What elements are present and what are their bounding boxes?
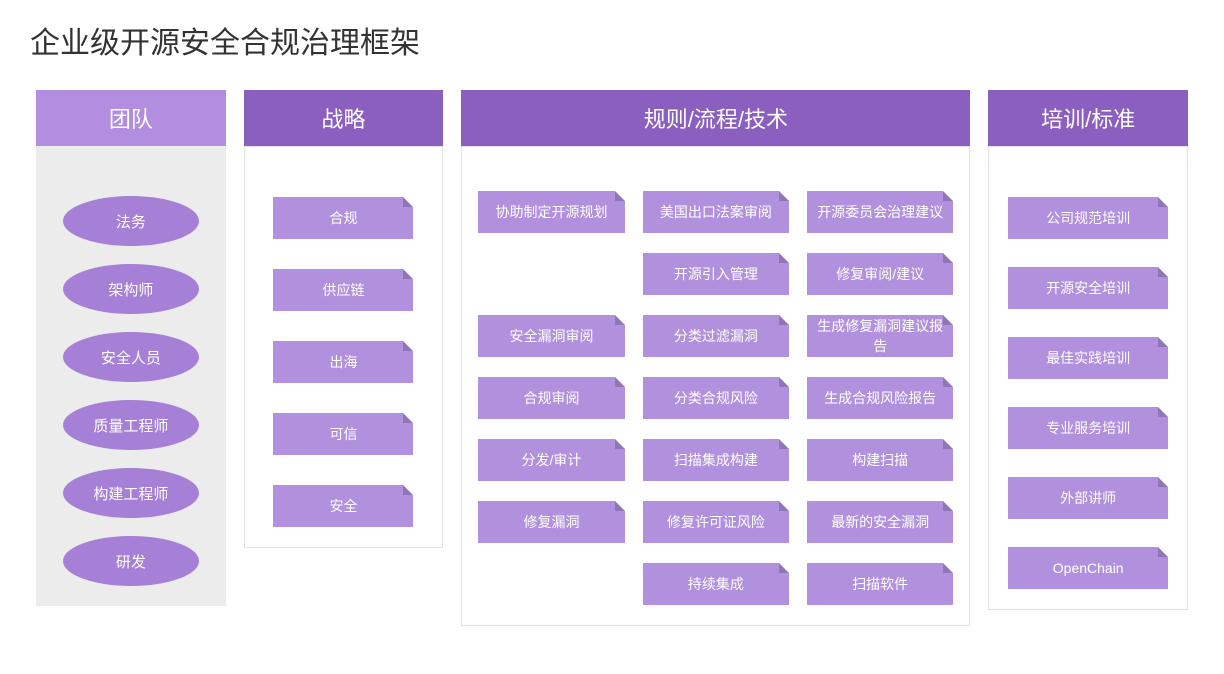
team-item: 法务: [63, 196, 199, 246]
rules-item: 修复审阅/建议: [807, 253, 953, 295]
strategy-list: 合规 供应链 出海 可信 安全: [261, 197, 427, 527]
column-header-strategy: 战略: [244, 90, 444, 146]
column-body-team: 法务 架构师 安全人员 质量工程师 构建工程师 研发: [36, 146, 226, 606]
strategy-item: 安全: [273, 485, 413, 527]
rules-item: 美国出口法案审阅: [643, 191, 789, 233]
rules-item: 分类过滤漏洞: [643, 315, 789, 357]
rules-item: 构建扫描: [807, 439, 953, 481]
rules-item: 开源引入管理: [643, 253, 789, 295]
strategy-item: 合规: [273, 197, 413, 239]
rules-item: 开源委员会治理建议: [807, 191, 953, 233]
column-strategy: 战略 合规 供应链 出海 可信 安全: [244, 90, 444, 548]
rules-item: 分类合规风险: [643, 377, 789, 419]
strategy-item: 出海: [273, 341, 413, 383]
training-item: 开源安全培训: [1008, 267, 1168, 309]
team-item: 研发: [63, 536, 199, 586]
column-body-strategy: 合规 供应链 出海 可信 安全: [244, 146, 444, 548]
training-item: 专业服务培训: [1008, 407, 1168, 449]
rules-item: 安全漏洞审阅: [478, 315, 624, 357]
column-team: 团队 法务 架构师 安全人员 质量工程师 构建工程师 研发: [36, 90, 226, 606]
training-item: 最佳实践培训: [1008, 337, 1168, 379]
column-header-training: 培训/标准: [988, 90, 1188, 146]
team-item: 构建工程师: [63, 468, 199, 518]
rules-item: 合规审阅: [478, 377, 624, 419]
training-item: 外部讲师: [1008, 477, 1168, 519]
rules-item: 扫描软件: [807, 563, 953, 605]
column-header-team: 团队: [36, 90, 226, 146]
strategy-item: 可信: [273, 413, 413, 455]
rules-item: 修复许可证风险: [643, 501, 789, 543]
rules-item: 修复漏洞: [478, 501, 624, 543]
strategy-item: 供应链: [273, 269, 413, 311]
training-list: 公司规范培训 开源安全培训 最佳实践培训 专业服务培训 外部讲师 OpenCha…: [1005, 197, 1171, 589]
column-training: 培训/标准 公司规范培训 开源安全培训 最佳实践培训 专业服务培训 外部讲师 O…: [988, 90, 1188, 610]
training-item: OpenChain: [1008, 547, 1168, 589]
column-rules: 规则/流程/技术 协助制定开源规划 美国出口法案审阅 开源委员会治理建议 开源引…: [461, 90, 970, 626]
rules-item: 生成合规风险报告: [807, 377, 953, 419]
rules-item: 持续集成: [643, 563, 789, 605]
rules-item: 分发/审计: [478, 439, 624, 481]
page-title: 企业级开源安全合规治理框架: [30, 18, 1188, 62]
team-list: 法务 架构师 安全人员 质量工程师 构建工程师 研发: [52, 196, 210, 586]
rules-item: 协助制定开源规划: [478, 191, 624, 233]
framework-columns: 团队 法务 架构师 安全人员 质量工程师 构建工程师 研发 战略 合规 供应链 …: [36, 90, 1188, 626]
team-item: 安全人员: [63, 332, 199, 382]
team-item: 架构师: [63, 264, 199, 314]
column-body-rules: 协助制定开源规划 美国出口法案审阅 开源委员会治理建议 开源引入管理 修复审阅/…: [461, 146, 970, 626]
rules-item: 扫描集成构建: [643, 439, 789, 481]
rules-grid: 协助制定开源规划 美国出口法案审阅 开源委员会治理建议 开源引入管理 修复审阅/…: [478, 191, 953, 605]
rules-item: 生成修复漏洞建议报告: [807, 315, 953, 357]
column-header-rules: 规则/流程/技术: [461, 90, 970, 146]
training-item: 公司规范培训: [1008, 197, 1168, 239]
column-body-training: 公司规范培训 开源安全培训 最佳实践培训 专业服务培训 外部讲师 OpenCha…: [988, 146, 1188, 610]
team-item: 质量工程师: [63, 400, 199, 450]
rules-item: 最新的安全漏洞: [807, 501, 953, 543]
